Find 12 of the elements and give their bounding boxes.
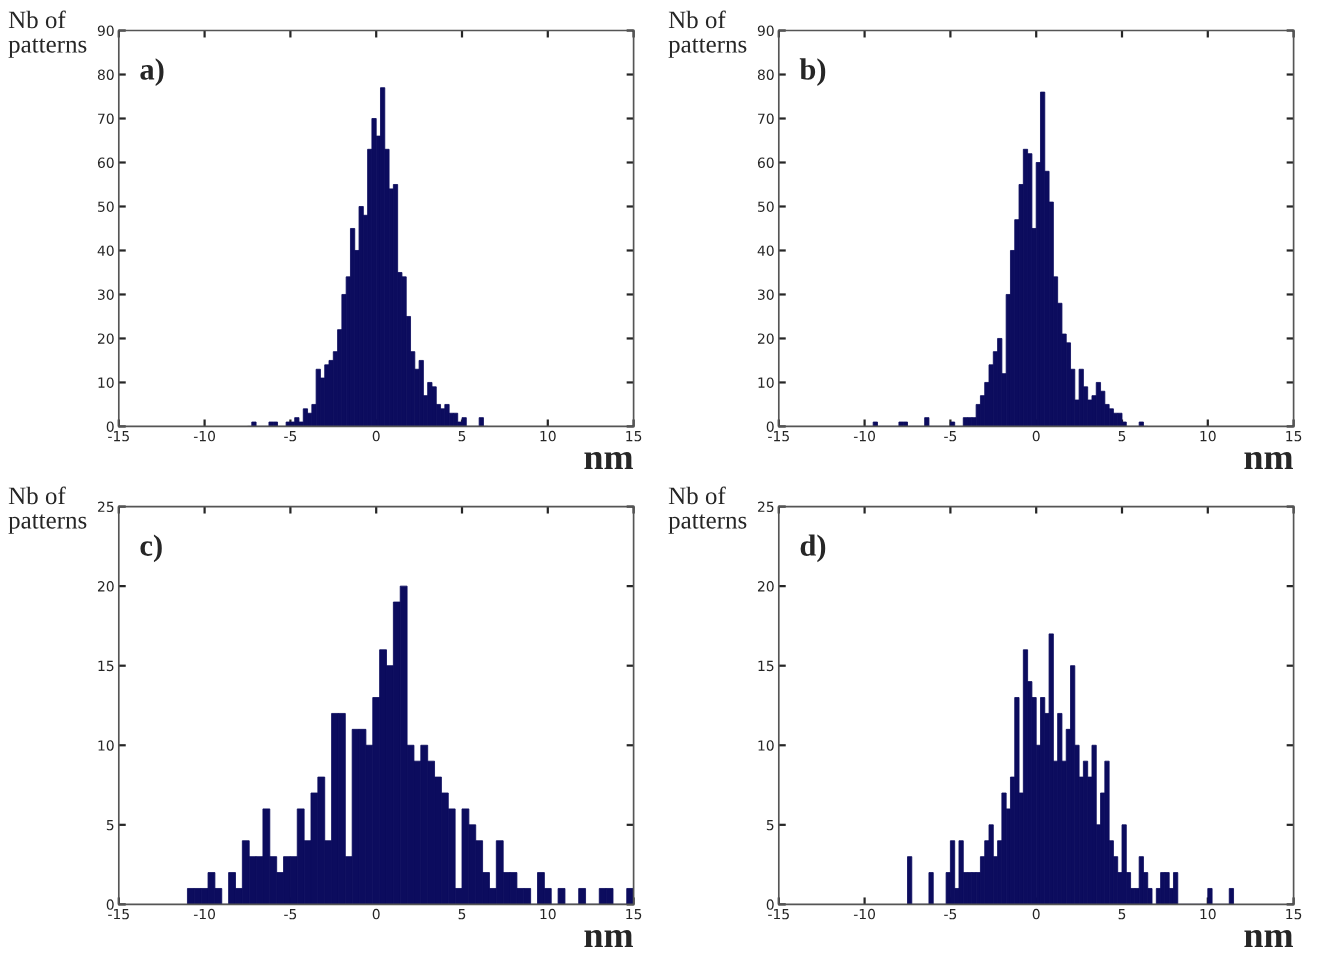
x-axis-title: nm (1244, 452, 1293, 470)
annotation: c) (140, 534, 162, 563)
y-axis-title: Nb of patterns (668, 486, 747, 534)
x-axis-title: nm (584, 930, 633, 948)
y-axis-title: Nb of patterns (8, 10, 87, 58)
y-axis-title: Nb of patterns (668, 10, 747, 58)
x-axis-title: nm (1244, 930, 1293, 948)
annotation: a) (140, 58, 164, 86)
annotation: b) (799, 58, 826, 86)
x-axis-title: nm (584, 452, 633, 470)
annotation: d) (800, 534, 826, 563)
y-axis-title: Nb of patterns (8, 486, 87, 534)
